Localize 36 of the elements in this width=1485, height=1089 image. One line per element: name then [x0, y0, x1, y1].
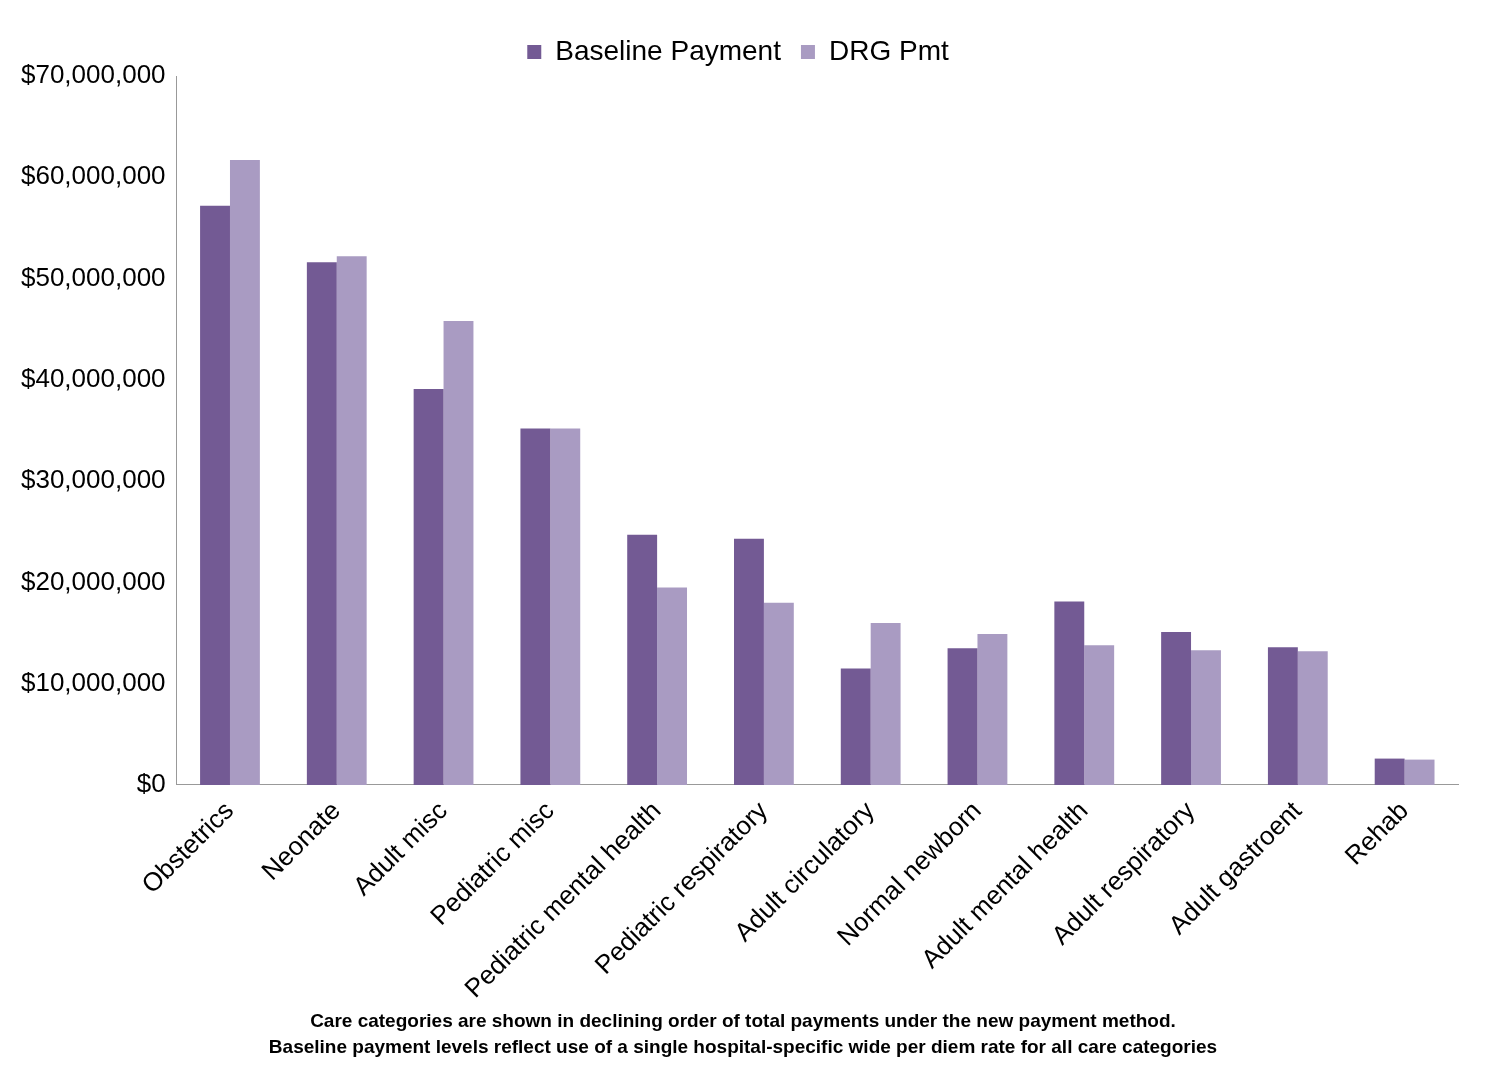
bar [1404, 759, 1435, 785]
bar [1374, 758, 1405, 785]
bar [870, 622, 901, 785]
bar [443, 321, 474, 785]
bar [763, 602, 794, 785]
bar [229, 160, 260, 785]
bar [947, 648, 978, 785]
bar [550, 428, 581, 785]
legend-label: DRG Pmt [828, 34, 949, 66]
bar [1084, 645, 1115, 785]
y-tick-label: $30,000,000 [20, 464, 166, 495]
y-tick-label: $0 [136, 768, 166, 799]
y-tick-label: $60,000,000 [20, 160, 166, 191]
y-tick-label: $10,000,000 [20, 666, 166, 697]
bar [734, 538, 764, 785]
y-tick-label: $40,000,000 [20, 363, 166, 393]
y-tick-label: $70,000,000 [20, 59, 166, 90]
bar [840, 668, 871, 785]
bar [520, 428, 551, 785]
bar [1297, 651, 1328, 785]
bar [627, 534, 658, 785]
y-tick-label: $50,000,000 [20, 261, 166, 292]
bar [200, 205, 230, 785]
bar [1054, 601, 1085, 785]
bar [657, 587, 688, 785]
text: Baseline payment levels reflect use of a single hospital-specific wide per diem rate for all care categories [267, 1035, 1219, 1059]
bar [413, 388, 444, 785]
legend-label: Baseline Payment [555, 34, 782, 66]
y-tick-label: $20,000,000 [20, 565, 166, 596]
bar [1191, 650, 1221, 785]
bar [1161, 632, 1192, 785]
text: Care categories are shown in declining order of total payments under the new payment method. [309, 1009, 1177, 1033]
bar [977, 634, 1008, 785]
bar [336, 256, 367, 785]
bar [306, 262, 337, 785]
bar [1267, 647, 1298, 785]
